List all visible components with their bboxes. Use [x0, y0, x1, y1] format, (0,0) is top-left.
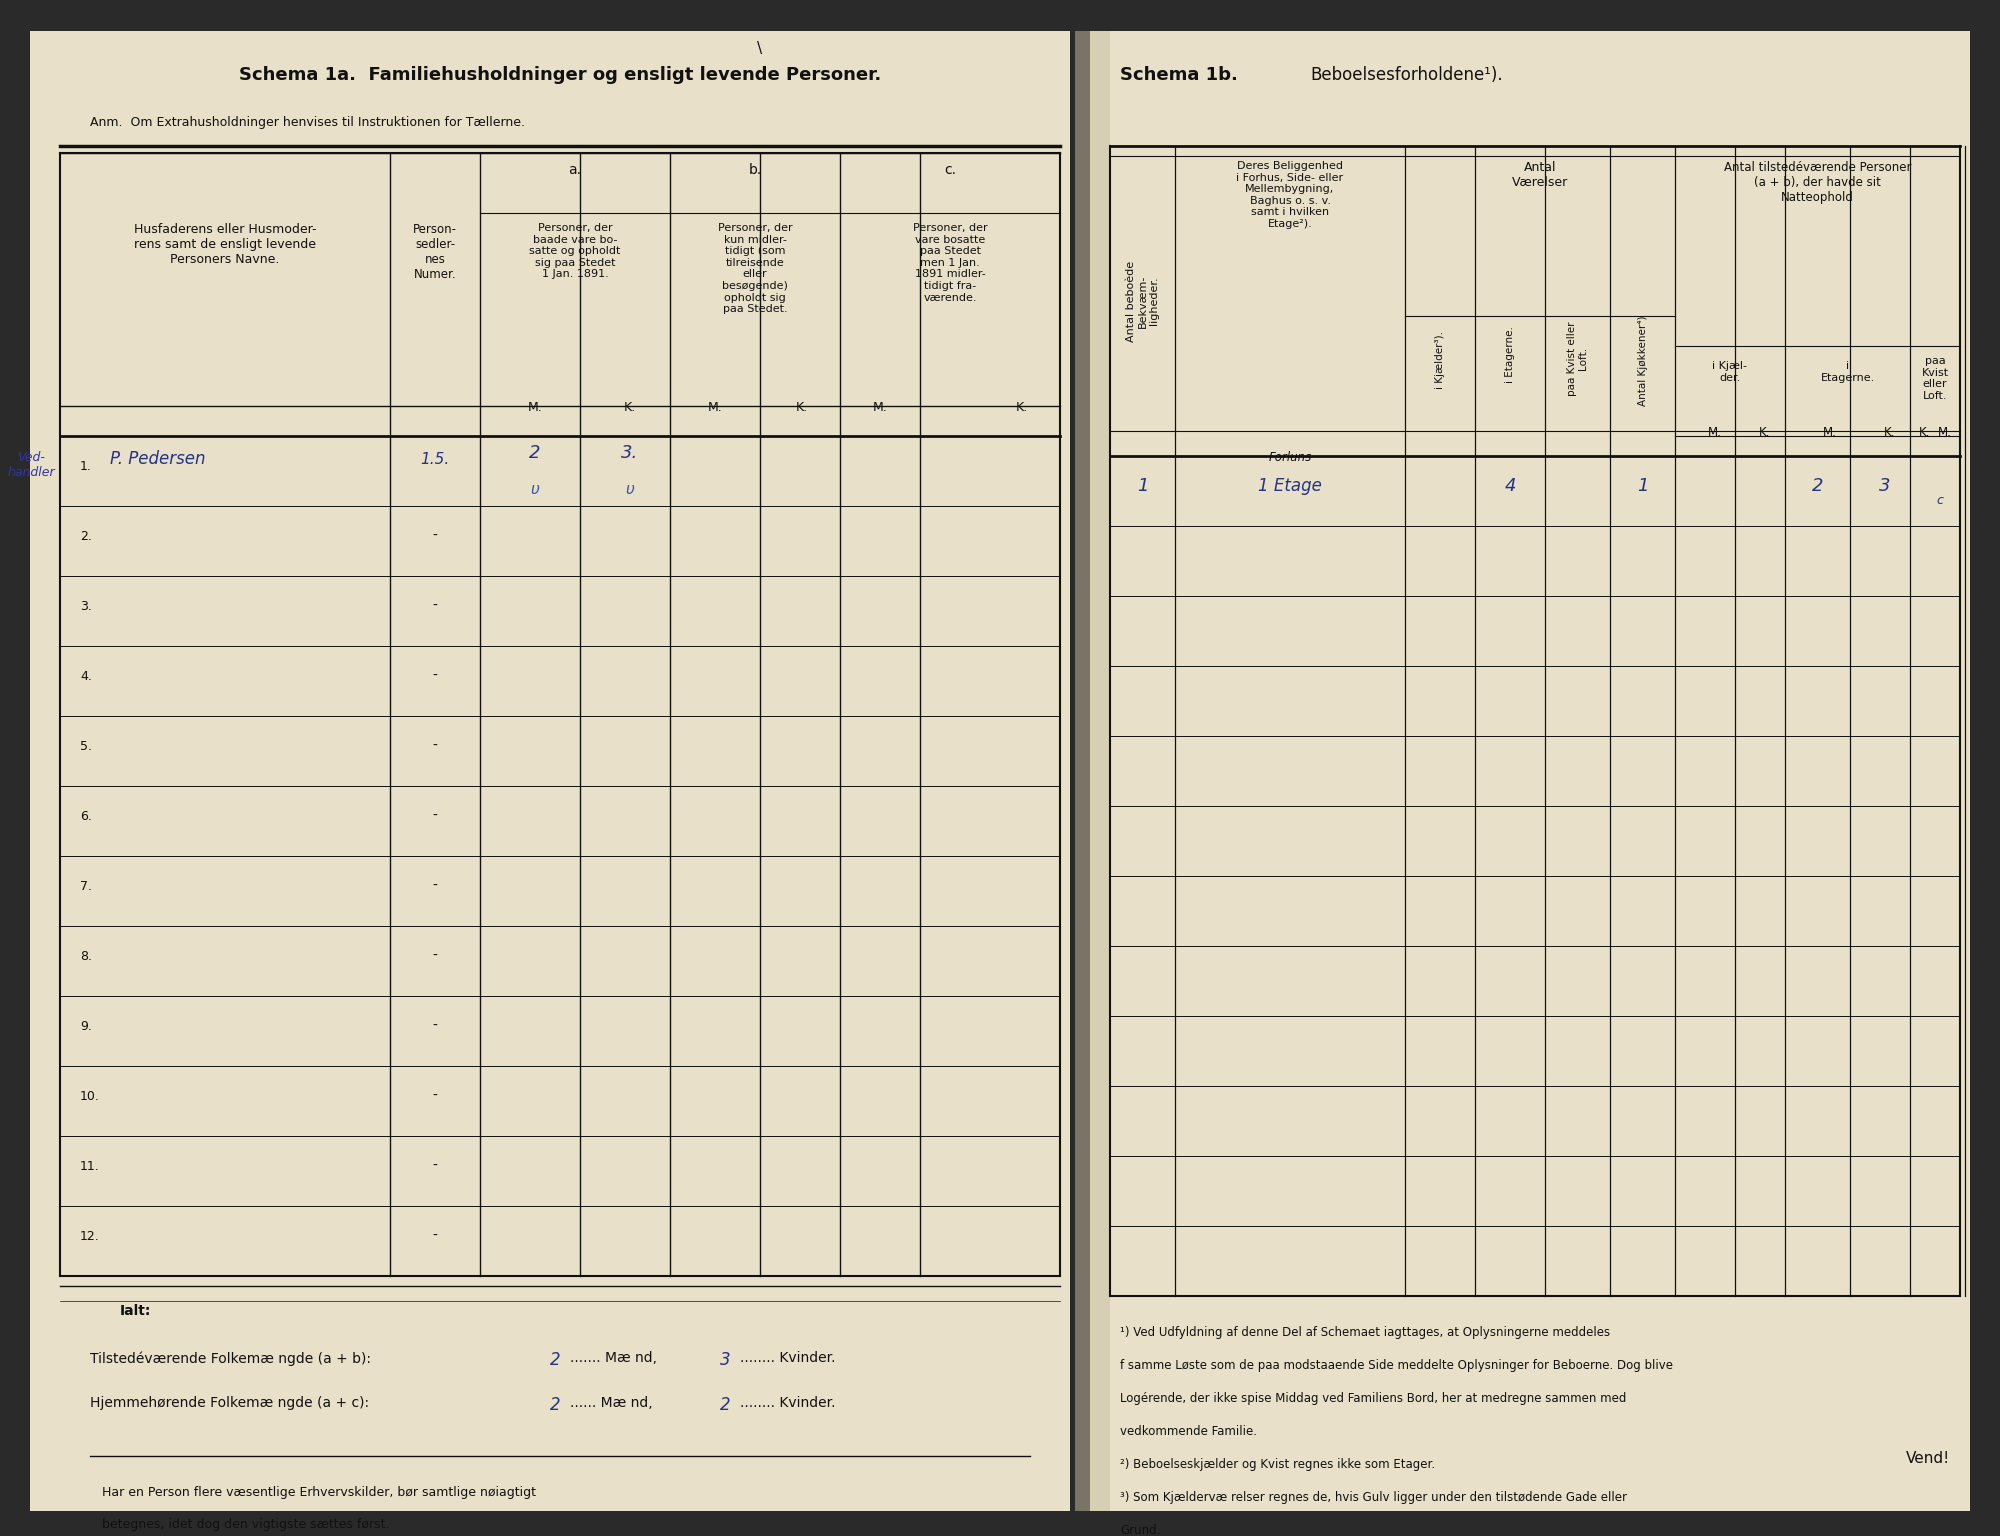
Text: 1 Etage: 1 Etage — [1258, 478, 1322, 495]
Text: ....... Mæ nd,: ....... Mæ nd, — [570, 1352, 656, 1366]
Text: ...... Mæ nd,: ...... Mæ nd, — [570, 1396, 652, 1410]
Text: Tilstedéværende Folkemæ ngde (a + b):: Tilstedéværende Folkemæ ngde (a + b): — [90, 1352, 372, 1366]
Text: K.: K. — [1016, 401, 1028, 415]
Text: Grund.: Grund. — [1120, 1524, 1160, 1536]
Text: paa Kvist eller
Loft.: paa Kvist eller Loft. — [1566, 321, 1588, 395]
Text: K.: K. — [624, 401, 636, 415]
Text: M.: M. — [708, 401, 722, 415]
Text: \: \ — [758, 41, 762, 55]
Text: -: - — [432, 1160, 438, 1174]
Text: a.: a. — [568, 163, 582, 177]
Text: 7.: 7. — [80, 880, 92, 892]
Text: Schema 1a.  Familiehusholdninger og ensligt levende Personer.: Schema 1a. Familiehusholdninger og ensli… — [238, 66, 882, 84]
Text: 6.: 6. — [80, 809, 92, 822]
Text: 9.: 9. — [80, 1020, 92, 1032]
Text: M.: M. — [1938, 425, 1952, 439]
Text: K.: K. — [796, 401, 808, 415]
Text: K.: K. — [1920, 425, 1930, 439]
Text: ........ Kvinder.: ........ Kvinder. — [740, 1352, 836, 1366]
Text: i Kjælder³).: i Kjælder³). — [1436, 330, 1444, 389]
Text: -: - — [432, 809, 438, 823]
Text: i Kjæl-
der.: i Kjæl- der. — [1712, 361, 1748, 382]
Text: с: с — [1936, 495, 1944, 507]
Text: 12.: 12. — [80, 1229, 100, 1243]
Text: 4: 4 — [1504, 478, 1516, 495]
Text: 2: 2 — [720, 1396, 730, 1415]
Text: Ialt:: Ialt: — [120, 1304, 152, 1318]
Text: betegnes, idet dog den vigtigste sættes først.: betegnes, idet dog den vigtigste sættes … — [90, 1518, 390, 1531]
Text: ²) Beboelseskjælder og Kvist regnes ikke som Etager.: ²) Beboelseskjælder og Kvist regnes ikke… — [1120, 1458, 1436, 1471]
Text: υ: υ — [530, 481, 540, 496]
Text: 5.: 5. — [80, 739, 92, 753]
Bar — [1076, 31, 1110, 1511]
Text: Antal
Værelser: Antal Værelser — [1512, 161, 1568, 189]
Text: f samme Løste som de paa modstaaende Side meddelte Oplysninger for Beboerne. Dog: f samme Løste som de paa modstaaende Sid… — [1120, 1359, 1672, 1372]
Text: Antal tilstedéværende Personer
(a + b), der havde sit
Natteophold: Antal tilstedéværende Personer (a + b), … — [1724, 161, 1912, 204]
Bar — [30, 31, 1070, 1511]
Text: -: - — [432, 528, 438, 544]
Bar — [1090, 31, 1970, 1511]
Text: 2: 2 — [530, 444, 540, 462]
Text: 1.5.: 1.5. — [420, 452, 450, 467]
Text: K.: K. — [1884, 425, 1896, 439]
Text: 10.: 10. — [80, 1089, 100, 1103]
Text: 1.: 1. — [80, 459, 92, 473]
Text: paa
Kvist
eller
Loft.: paa Kvist eller Loft. — [1922, 356, 1948, 401]
Text: 3: 3 — [1880, 478, 1890, 495]
Text: 2.: 2. — [80, 530, 92, 542]
Text: -: - — [432, 1229, 438, 1243]
Text: -: - — [432, 949, 438, 963]
Text: 3: 3 — [720, 1352, 730, 1369]
Text: Forluns: Forluns — [1268, 452, 1312, 464]
Text: Husfaderens eller Husmoder-
rens samt de ensligt levende
Personers Navne.: Husfaderens eller Husmoder- rens samt de… — [134, 223, 316, 266]
Text: -: - — [432, 879, 438, 892]
Text: K.: K. — [1760, 425, 1770, 439]
Text: Personer, der
baade vare bo-
satte og opholdt
sig paa Stedet
1 Jan. 1891.: Personer, der baade vare bo- satte og op… — [530, 223, 620, 280]
Text: M.: M. — [528, 401, 542, 415]
Text: 2: 2 — [550, 1396, 560, 1415]
Text: Anm.  Om Extrahusholdninger henvises til Instruktionen for Tællerne.: Anm. Om Extrahusholdninger henvises til … — [90, 117, 524, 129]
Text: Hjemmehørende Folkemæ ngde (a + c):: Hjemmehørende Folkemæ ngde (a + c): — [90, 1396, 370, 1410]
Text: Vend!: Vend! — [1906, 1452, 1950, 1465]
Text: ........ Kvinder.: ........ Kvinder. — [740, 1396, 836, 1410]
Text: Beboelsesforholdene¹).: Beboelsesforholdene¹). — [1310, 66, 1502, 84]
Text: -: - — [432, 599, 438, 613]
Text: 8.: 8. — [80, 949, 92, 963]
Text: Person-
sedler-
nes
Numer.: Person- sedler- nes Numer. — [414, 223, 456, 281]
Text: 4.: 4. — [80, 670, 92, 682]
Text: 2: 2 — [1812, 478, 1824, 495]
Text: ³) Som Kjældervæ relser regnes de, hvis Gulv ligger under den tilstødende Gade e: ³) Som Kjældervæ relser regnes de, hvis … — [1120, 1491, 1628, 1504]
Text: Har en Person flere væsentlige Erhvervskilder, bør samtlige nøiagtigt: Har en Person flere væsentlige Erhvervsk… — [90, 1485, 536, 1499]
Text: b.: b. — [748, 163, 762, 177]
Text: 3.: 3. — [80, 599, 92, 613]
Text: Schema 1b.: Schema 1b. — [1120, 66, 1238, 84]
Text: M.: M. — [872, 401, 888, 415]
Text: Personer, der
vare bosatte
paa Stedet
men 1 Jan.
1891 midler-
tidigt fra-
værend: Personer, der vare bosatte paa Stedet me… — [912, 223, 988, 303]
Text: υ: υ — [626, 481, 634, 496]
Text: Antal Kjøkkener⁴): Antal Kjøkkener⁴) — [1638, 316, 1648, 407]
Text: 3.: 3. — [622, 444, 638, 462]
Text: 1: 1 — [1136, 478, 1148, 495]
Text: -: - — [432, 739, 438, 753]
Text: -: - — [432, 1018, 438, 1034]
Text: Antal beboède
Bekvæm-
ligheder.: Antal beboède Bekvæm- ligheder. — [1126, 261, 1160, 341]
Text: Ved-
handler: Ved- handler — [8, 452, 56, 479]
Text: Deres Beliggenhed
i Forhus, Side- eller
Mellembygning,
Baghus o. s. v.
samt i hv: Deres Beliggenhed i Forhus, Side- eller … — [1236, 161, 1344, 229]
Text: c.: c. — [944, 163, 956, 177]
Text: ¹) Ved Udfyldning af denne Del af Schemaet iagttages, at Oplysningerne meddeles: ¹) Ved Udfyldning af denne Del af Schema… — [1120, 1326, 1610, 1339]
Text: M.: M. — [1824, 425, 1836, 439]
Text: 11.: 11. — [80, 1160, 100, 1172]
Text: 2: 2 — [550, 1352, 560, 1369]
Text: Personer, der
kun midler-
tidigt (som
tilreisende
eller
besøgende)
opholdt sig
p: Personer, der kun midler- tidigt (som ti… — [718, 223, 792, 315]
Text: 1: 1 — [1636, 478, 1648, 495]
Text: Logérende, der ikke spise Middag ved Familiens Bord, her at medregne sammen med: Logérende, der ikke spise Middag ved Fam… — [1120, 1392, 1626, 1405]
Text: -: - — [432, 670, 438, 684]
Text: P. Pedersen: P. Pedersen — [110, 450, 206, 468]
Text: M.: M. — [1708, 425, 1722, 439]
Text: vedkommende Familie.: vedkommende Familie. — [1120, 1425, 1258, 1438]
Text: i
Etagerne.: i Etagerne. — [1820, 361, 1874, 382]
Text: -: - — [432, 1089, 438, 1103]
Text: i Etagerne.: i Etagerne. — [1506, 326, 1516, 382]
